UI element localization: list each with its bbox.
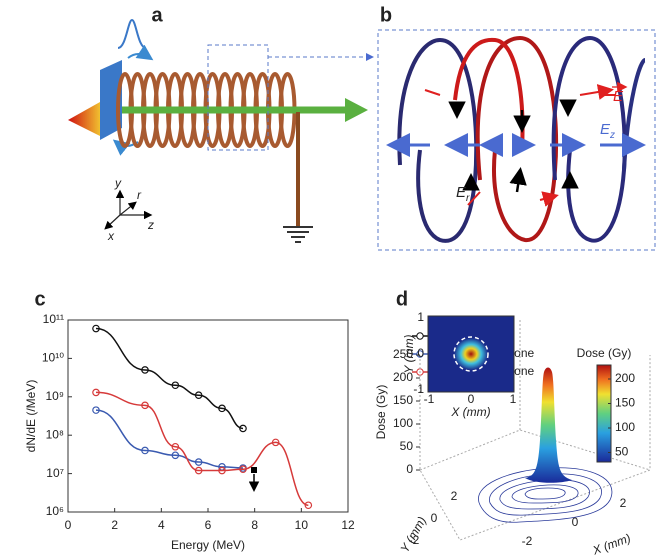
panel-label: b bbox=[380, 4, 392, 26]
panel-label: a bbox=[151, 4, 163, 26]
legend-marker bbox=[416, 332, 424, 340]
inset-y-tick-label: -1 bbox=[413, 382, 424, 396]
data-point bbox=[171, 381, 180, 390]
x-tick-label: 12 bbox=[341, 518, 355, 532]
field-sub: r bbox=[466, 193, 470, 204]
laser-cone bbox=[68, 102, 100, 136]
field-label: Ez bbox=[600, 121, 615, 141]
y-tick-label: 10⁷ bbox=[46, 466, 64, 480]
x-axis-label: Energy (MeV) bbox=[171, 538, 245, 552]
field-main: E bbox=[456, 184, 467, 201]
panel-label: d bbox=[396, 288, 408, 310]
colorbar-tick-label: 100 bbox=[615, 420, 635, 434]
data-point bbox=[141, 366, 149, 374]
x-tick-label: 6 bbox=[205, 518, 212, 532]
data-point bbox=[141, 401, 149, 410]
x-tick-label: 8 bbox=[251, 518, 258, 532]
data-point bbox=[92, 406, 100, 414]
pulse bbox=[117, 18, 147, 49]
dose-peak bbox=[525, 367, 572, 483]
upper-limit-marker bbox=[251, 467, 257, 473]
data-point bbox=[92, 324, 100, 333]
field-label: Er bbox=[456, 184, 470, 204]
z-tick-label: 50 bbox=[400, 439, 414, 453]
inset-x-tick-label: -1 bbox=[424, 392, 435, 406]
field-sub: z bbox=[609, 130, 615, 141]
data-point bbox=[171, 451, 180, 460]
series-line bbox=[95, 327, 244, 430]
x-tick-label: 4 bbox=[158, 518, 165, 532]
y-tick-label: 2 bbox=[451, 489, 458, 503]
field-main: E bbox=[600, 121, 611, 138]
inset-x-label: X (mm) bbox=[450, 405, 490, 419]
x-tick-label: 2 bbox=[620, 496, 627, 510]
y-axis-label: dN/dE (/MeV) bbox=[24, 380, 38, 453]
data-point bbox=[304, 501, 313, 510]
data-point bbox=[239, 465, 247, 474]
axes-gizmo bbox=[104, 189, 153, 230]
y-tick-label: -2 bbox=[409, 533, 420, 547]
data-point bbox=[239, 424, 247, 433]
colorbar-label: Dose (Gy) bbox=[577, 346, 632, 360]
z-tick-label: 250 bbox=[393, 347, 413, 361]
diagram-b: E Ez Er bbox=[377, 29, 656, 251]
y-tick-label: 10¹¹ bbox=[43, 312, 64, 326]
z-tick-label: 150 bbox=[393, 393, 413, 407]
data-point bbox=[141, 446, 149, 455]
data-point bbox=[92, 388, 100, 397]
zoom-box bbox=[207, 44, 269, 151]
diagram-a: y r z x bbox=[68, 18, 374, 243]
data-point bbox=[194, 391, 203, 400]
inset-spot bbox=[454, 338, 488, 370]
ground bbox=[283, 226, 313, 243]
series-line bbox=[95, 409, 244, 469]
series-line bbox=[95, 391, 309, 506]
data-point bbox=[171, 442, 180, 451]
inset-x-tick-label: 1 bbox=[510, 392, 517, 406]
z-tick-label: 100 bbox=[393, 416, 413, 430]
y-tick-label: 10¹⁰ bbox=[42, 351, 64, 365]
x-tick-label: 0 bbox=[572, 515, 579, 529]
x-tick-label: 2 bbox=[111, 518, 118, 532]
axis-letter: y bbox=[114, 176, 122, 190]
current-arrow bbox=[127, 44, 154, 61]
colorbar-tick-label: 150 bbox=[615, 396, 635, 410]
panel-label: c bbox=[34, 288, 45, 310]
data-point bbox=[218, 404, 226, 413]
colorbar-tick-label: 50 bbox=[615, 445, 629, 459]
y-tick-label: 10⁶ bbox=[46, 504, 64, 518]
data-point bbox=[194, 458, 203, 466]
data-point bbox=[194, 466, 203, 475]
axis-letter: r bbox=[137, 188, 142, 202]
z-tick-label: 0 bbox=[406, 462, 413, 476]
x-tick-label: 10 bbox=[295, 518, 309, 532]
beam-arrow bbox=[345, 98, 368, 122]
zoom-frame bbox=[377, 29, 656, 251]
data-point bbox=[218, 466, 226, 475]
inset-y-tick-label: 1 bbox=[417, 310, 424, 324]
x-axis-label: X (mm) bbox=[590, 531, 633, 557]
dose-contours bbox=[478, 467, 613, 523]
inset-x-tick-label: 0 bbox=[468, 392, 475, 406]
field-label: E bbox=[613, 88, 624, 105]
axis-letter: x bbox=[107, 229, 115, 243]
legend-marker bbox=[416, 350, 424, 358]
y-tick-label: 10⁹ bbox=[46, 389, 65, 403]
y-tick-label: 0 bbox=[431, 511, 438, 525]
inset-y-tick-label: 0 bbox=[417, 346, 424, 360]
inset-circle bbox=[453, 336, 489, 372]
axis-letter: z bbox=[147, 218, 154, 232]
x-tick-label: 0 bbox=[65, 518, 72, 532]
chart-d: Y (mm) X (mm) Dose (Gy) Dose (Gy) Y (mm)… bbox=[374, 310, 651, 557]
z-tick-label: 200 bbox=[393, 370, 413, 384]
inset-y-label: Y (mm) bbox=[402, 334, 416, 373]
3d-box bbox=[419, 320, 651, 541]
x-tick-label: -2 bbox=[522, 534, 533, 548]
colorbar bbox=[596, 364, 612, 463]
colorbar-tick-label: 200 bbox=[615, 371, 635, 385]
z-axis-label: Dose (Gy) bbox=[374, 385, 388, 440]
data-point bbox=[271, 438, 280, 447]
y-tick-label: 10⁸ bbox=[46, 427, 64, 441]
